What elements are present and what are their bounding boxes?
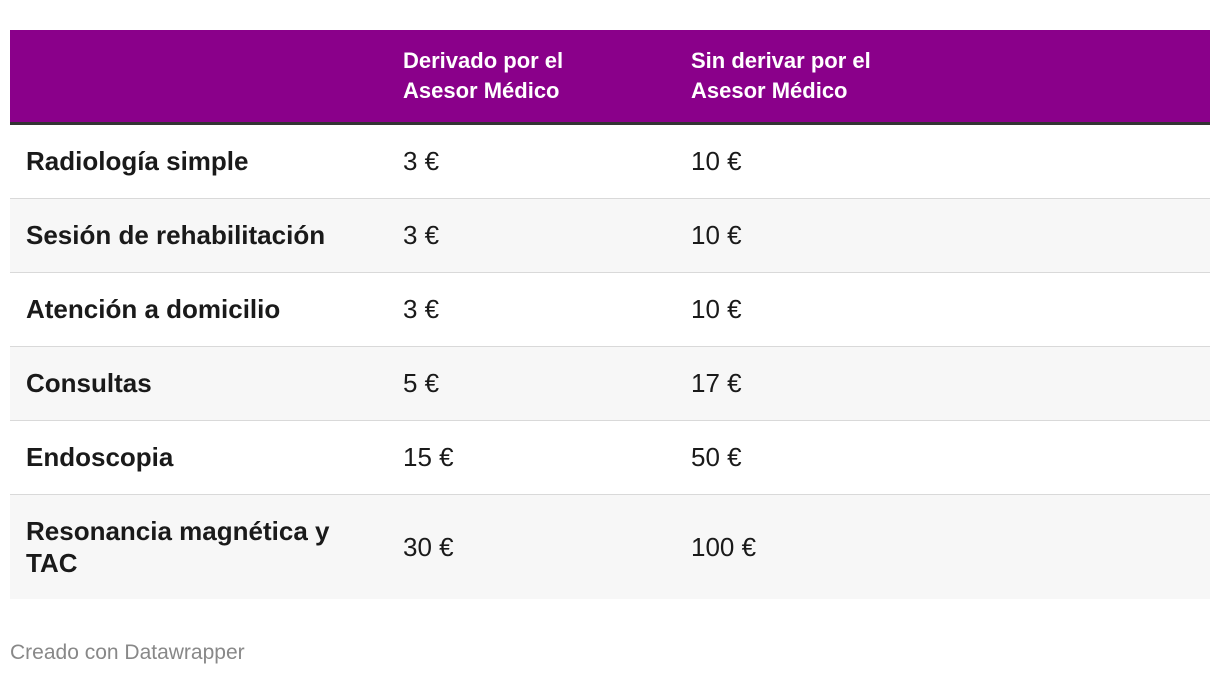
value-sin-derivar: 10 € (675, 198, 1210, 273)
datawrapper-credit[interactable]: Creado con Datawrapper (10, 641, 245, 664)
row-label: Atención a domicilio (10, 272, 387, 347)
table-row: Radiología simple 3 € 10 € (10, 123, 1210, 199)
header-sin-derivar-line-2: Asesor Médico (691, 77, 848, 103)
table-row: Atención a domicilio 3 € 10 € (10, 272, 1210, 347)
table-row: Endoscopia 15 € 50 € (10, 420, 1210, 495)
header-derivado: Derivado por el Asesor Médico (387, 30, 675, 125)
header-derivado-line-2: Asesor Médico (403, 77, 560, 103)
header-row: Derivado por el Asesor Médico Sin deriva… (10, 30, 1210, 125)
row-label: Resonancia magnética y TAC (26, 515, 330, 578)
row-label: Consultas (10, 346, 387, 421)
price-table: Derivado por el Asesor Médico Sin deriva… (10, 30, 1210, 599)
table-row: Consultas 5 € 17 € (10, 346, 1210, 421)
value-derivado: 30 € (403, 531, 454, 562)
value-sin-derivar: 10 € (675, 123, 1210, 199)
header-sin-derivar: Sin derivar por el Asesor Médico (675, 30, 1210, 125)
value-derivado: 3 € (387, 198, 675, 273)
row-label: Endoscopia (10, 420, 387, 495)
row-label: Sesión de rehabilitación (10, 198, 387, 273)
value-sin-derivar: 17 € (675, 346, 1210, 421)
table-row: Sesión de rehabilitación 3 € 10 € (10, 198, 1210, 273)
value-derivado: 5 € (387, 346, 675, 421)
header-empty-cell (10, 30, 387, 125)
value-derivado: 3 € (387, 123, 675, 199)
header-sin-derivar-line-1: Sin derivar por el (691, 47, 871, 73)
price-table-container: Derivado por el Asesor Médico Sin deriva… (10, 30, 1210, 599)
header-derivado-line-1: Derivado por el (403, 47, 564, 73)
value-sin-derivar: 100 € (691, 531, 757, 562)
table-row: Resonancia magnética y TAC 30 € 100 € (10, 494, 1210, 599)
value-sin-derivar: 10 € (675, 272, 1210, 347)
value-sin-derivar: 50 € (675, 420, 1210, 495)
row-label: Radiología simple (10, 123, 387, 199)
value-derivado: 3 € (387, 272, 675, 347)
table-body: Radiología simple 3 € 10 € Sesión de reh… (10, 123, 1210, 599)
table-header: Derivado por el Asesor Médico Sin deriva… (10, 30, 1210, 125)
value-derivado: 15 € (387, 420, 675, 495)
